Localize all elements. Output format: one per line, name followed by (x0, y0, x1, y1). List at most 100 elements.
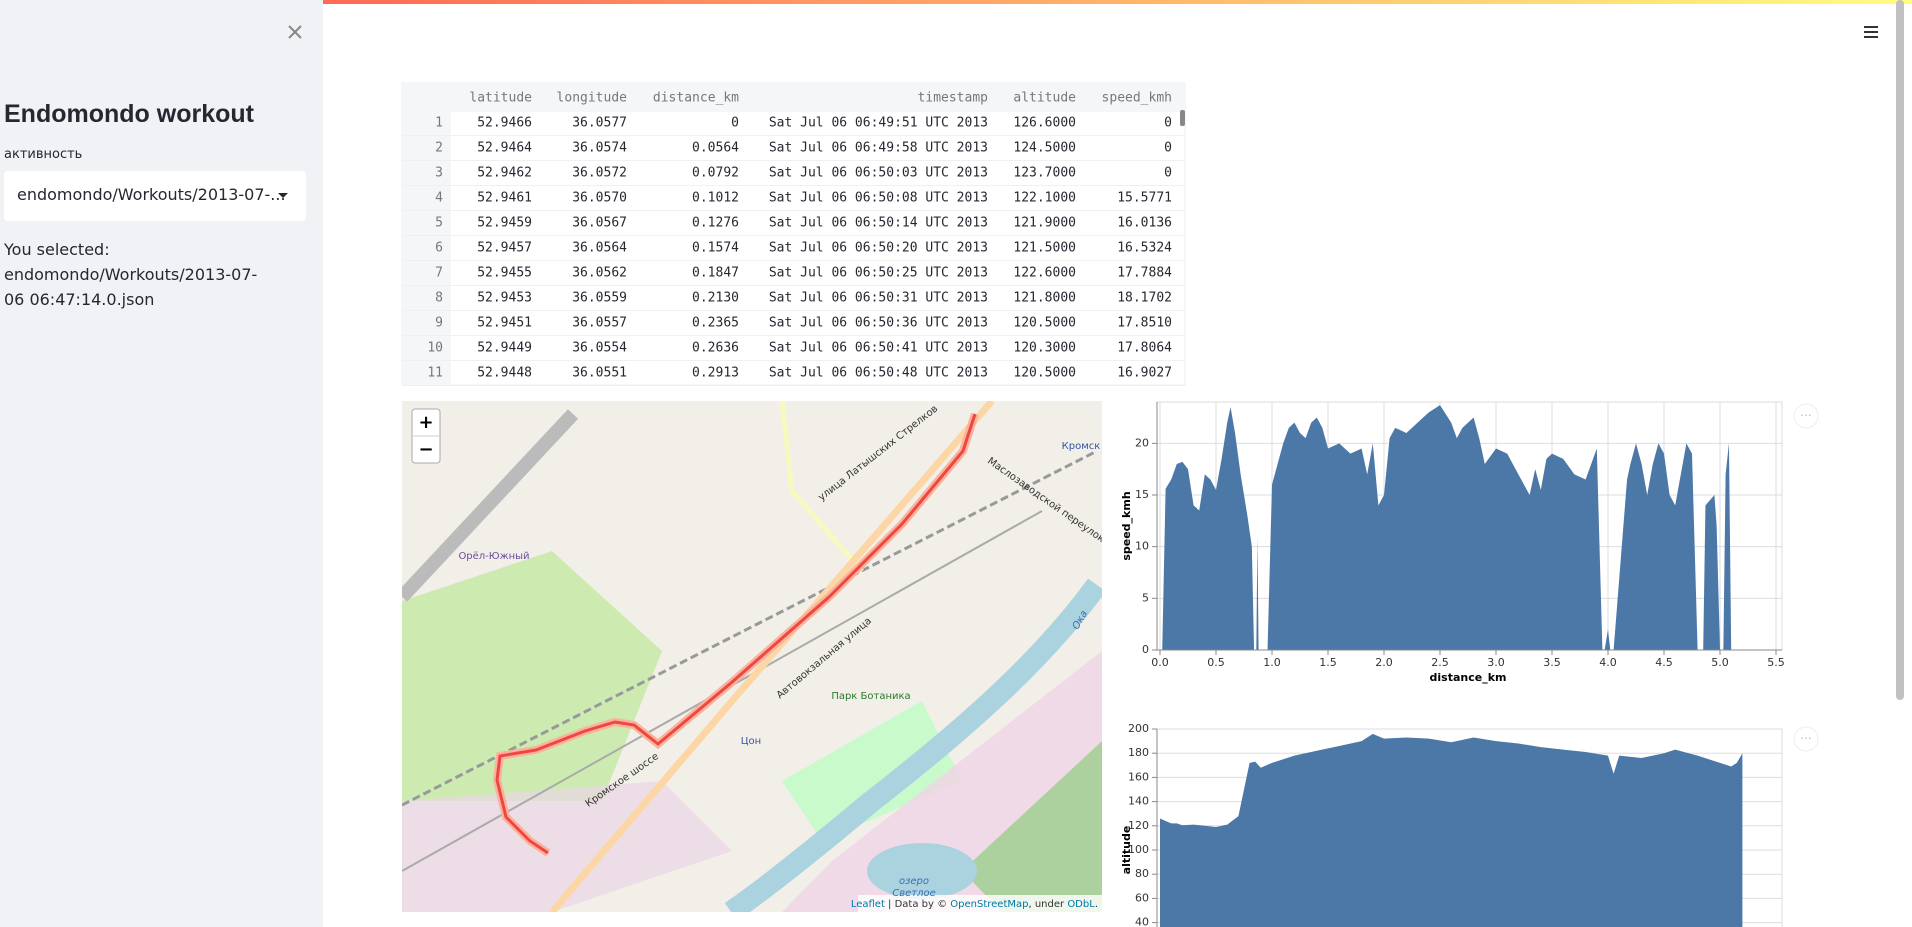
attribution-part[interactable]: ODbL (1067, 899, 1095, 910)
column-header: longitude (557, 91, 628, 106)
attribution-part[interactable]: OpenStreetMap (950, 899, 1028, 910)
y-axis-title: speed_kmh (1120, 491, 1133, 560)
row-index: 5 (435, 216, 443, 231)
column-header: latitude (469, 91, 532, 106)
close-button[interactable] (285, 22, 305, 42)
table-cell: 36.0570 (572, 191, 627, 206)
table-cell: 52.9449 (477, 341, 532, 356)
table-cell: 0 (1164, 166, 1172, 181)
table-cell: Sat Jul 06 06:50:25 UTC 2013 (769, 266, 988, 281)
row-index: 7 (435, 266, 443, 281)
table-cell: 0.1847 (692, 266, 739, 281)
x-axis-title: distance_km (1430, 671, 1507, 684)
table-cell: 0.0792 (692, 166, 739, 181)
attribution: Leaflet | Data by © OpenStreetMap, under… (851, 899, 1098, 910)
table-cell: 52.9461 (477, 191, 532, 206)
table-cell: 123.7000 (1013, 166, 1076, 181)
map-label: Кромск (1062, 441, 1101, 452)
table-cell: 121.8000 (1013, 291, 1076, 306)
table-cell: Sat Jul 06 06:50:36 UTC 2013 (769, 316, 988, 331)
row-index: 4 (435, 191, 443, 206)
attribution-part: . (1095, 899, 1098, 910)
x-tick-label: 2.5 (1431, 656, 1449, 669)
zoom-in[interactable]: + (418, 412, 433, 433)
y-tick-label: 140 (1128, 795, 1149, 808)
y-tick-label: 80 (1135, 867, 1149, 880)
y-tick-label: 20 (1135, 436, 1149, 449)
table-cell: 0.2913 (692, 366, 739, 381)
table-cell: 0.2636 (692, 341, 739, 356)
table-cell: 17.7884 (1117, 266, 1172, 281)
table-cell: 52.9453 (477, 291, 532, 306)
attribution-part[interactable]: Leaflet (851, 899, 885, 910)
table-cell: Sat Jul 06 06:50:08 UTC 2013 (769, 191, 988, 206)
zoom-out[interactable]: − (418, 439, 433, 460)
select-value: endomondo/Workouts/2013-07-... (17, 185, 286, 204)
table-cell: 52.9455 (477, 266, 532, 281)
area (1160, 733, 1743, 927)
table-cell: 36.0577 (572, 116, 627, 131)
row-index: 9 (435, 316, 443, 331)
x-tick-label: 5.0 (1711, 656, 1729, 669)
y-axis-title: altitude (1120, 826, 1133, 875)
table-cell: 122.1000 (1013, 191, 1076, 206)
table-cell: 121.5000 (1013, 241, 1076, 256)
table-cell: 0.2130 (692, 291, 739, 306)
svg-text:···: ··· (1800, 409, 1811, 423)
row-index: 6 (435, 241, 443, 256)
table-cell: Sat Jul 06 06:50:14 UTC 2013 (769, 216, 988, 231)
table-cell: 16.9027 (1117, 366, 1172, 381)
select-box[interactable]: endomondo/Workouts/2013-07-... (4, 171, 306, 221)
x-tick-label: 1.5 (1319, 656, 1337, 669)
table-frame (401, 82, 1186, 386)
x-tick-label: 3.5 (1543, 656, 1561, 669)
row-index: 8 (435, 291, 443, 306)
table-cell: 0.2365 (692, 316, 739, 331)
table-cell: 0.1276 (692, 216, 739, 231)
table-cell: 121.9000 (1013, 216, 1076, 231)
x-tick-label: 4.5 (1655, 656, 1673, 669)
row-index: 1 (435, 116, 443, 131)
table-cell: 36.0557 (572, 316, 627, 331)
more-button[interactable]: ··· (1793, 726, 1819, 752)
top-bar (0, 0, 1912, 4)
table-cell: 36.0554 (572, 341, 627, 356)
table-cell: 36.0559 (572, 291, 627, 306)
menu-icon[interactable] (1864, 26, 1878, 38)
column-header: altitude (1013, 91, 1076, 106)
y-tick-label: 120 (1128, 819, 1149, 832)
row-index: 11 (427, 366, 443, 381)
table-cell: 15.5771 (1117, 191, 1172, 206)
table-cell: 120.5000 (1013, 366, 1076, 381)
sidebar-title: Endomondo workout (4, 100, 254, 128)
svg-text:···: ··· (1800, 732, 1811, 746)
table-cell: Sat Jul 06 06:50:31 UTC 2013 (769, 291, 988, 306)
y-tick-label: 0 (1142, 643, 1149, 656)
table-cell: 36.0562 (572, 266, 627, 281)
table-cell: 0 (731, 116, 739, 131)
map-label: озеро (899, 876, 929, 887)
table-cell: 36.0574 (572, 141, 627, 156)
page-scrollbar[interactable] (1896, 0, 1904, 700)
table-cell: Sat Jul 06 06:50:41 UTC 2013 (769, 341, 988, 356)
column-header: speed_kmh (1102, 91, 1172, 106)
table-scrollbar[interactable] (1180, 110, 1185, 126)
x-tick-label: 2.0 (1375, 656, 1393, 669)
y-tick-label: 10 (1135, 540, 1149, 553)
table-cell: 0.1012 (692, 191, 739, 206)
table-cell: Sat Jul 06 06:50:48 UTC 2013 (769, 366, 988, 381)
table-cell: 52.9459 (477, 216, 532, 231)
map-label: Парк Ботаника (831, 691, 910, 702)
table-cell: 16.5324 (1117, 241, 1172, 256)
table-cell: 52.9466 (477, 116, 532, 131)
table-cell: 36.0551 (572, 366, 627, 381)
x-tick-label: 3.0 (1487, 656, 1505, 669)
table-cell: 120.5000 (1013, 316, 1076, 331)
table-cell: 17.8510 (1117, 316, 1172, 331)
more-button[interactable]: ··· (1793, 403, 1819, 429)
table-cell: 16.0136 (1117, 216, 1172, 231)
x-tick-label: 4.0 (1599, 656, 1617, 669)
x-tick-label: 0.0 (1151, 656, 1169, 669)
